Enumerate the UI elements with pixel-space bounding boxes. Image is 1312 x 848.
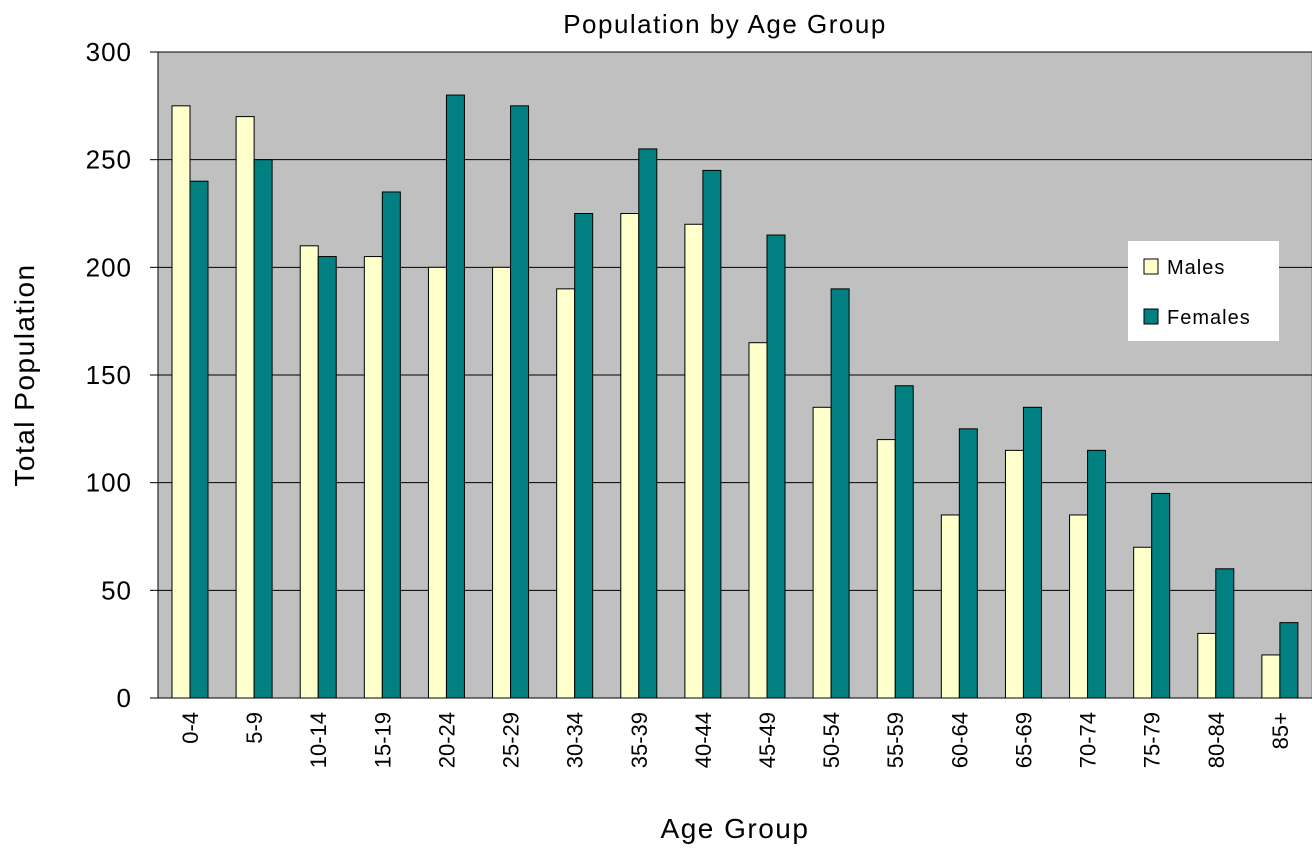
x-axis-title: Age Group	[661, 813, 810, 844]
x-tick-label-25-29: 25-29	[499, 712, 524, 768]
bar-males-45-49	[749, 343, 767, 698]
bar-females-75-79	[1152, 493, 1170, 698]
x-tick-label-75-79: 75-79	[1140, 712, 1165, 768]
y-tick-label-150: 150	[86, 360, 132, 390]
x-tick-label-80-84: 80-84	[1204, 712, 1229, 768]
bar-males-35-39	[621, 214, 639, 699]
y-tick-label-100: 100	[86, 468, 132, 498]
bar-males-60-64	[941, 515, 959, 698]
x-tick-label-15-19: 15-19	[370, 712, 395, 768]
x-tick-label-70-74: 70-74	[1076, 712, 1101, 768]
bar-females-80-84	[1216, 569, 1234, 698]
legend-label-males: Males	[1167, 257, 1225, 279]
bar-males-65-69	[1005, 450, 1023, 698]
bar-males-20-24	[428, 267, 446, 698]
x-tick-label-5-9: 5-9	[242, 712, 267, 744]
bar-females-5-9	[254, 160, 272, 698]
bar-males-55-59	[877, 440, 895, 698]
bar-females-0-4	[190, 181, 208, 698]
x-tick-labels: 0-4 5-9 10-14 15-19 20-24 25-29 30-34 35-39 40-4…	[178, 712, 1293, 768]
bar-females-85+	[1280, 623, 1298, 698]
bar-females-50-54	[831, 289, 849, 698]
bar-males-75-79	[1134, 547, 1152, 698]
legend-swatch-females	[1144, 309, 1158, 324]
bar-males-70-74	[1070, 515, 1088, 698]
y-tick-label-200: 200	[86, 252, 132, 282]
bar-females-35-39	[639, 149, 657, 698]
bar-males-0-4	[172, 106, 190, 698]
y-tick-label-50: 50	[101, 575, 132, 605]
legend-swatch-males	[1144, 259, 1158, 274]
y-tick-label-0: 0	[117, 683, 132, 713]
x-tick-label-85+: 85+	[1268, 712, 1293, 749]
bar-females-40-44	[703, 170, 721, 698]
x-tick-label-50-54: 50-54	[819, 712, 844, 768]
x-tick-label-40-44: 40-44	[691, 712, 716, 768]
bar-males-15-19	[364, 257, 382, 698]
bar-females-10-14	[318, 257, 336, 698]
legend: Males Females	[1128, 241, 1279, 341]
y-tick-label-300: 300	[86, 37, 132, 67]
bar-males-50-54	[813, 407, 831, 698]
bar-males-30-34	[557, 289, 575, 698]
bar-females-20-24	[446, 95, 464, 698]
bar-females-70-74	[1088, 450, 1106, 698]
chart-title: Population by Age Group	[563, 9, 887, 39]
x-tick-label-45-49: 45-49	[755, 712, 780, 768]
bar-males-85+	[1262, 655, 1280, 698]
legend-label-females: Females	[1167, 307, 1251, 329]
x-tick-label-10-14: 10-14	[306, 712, 331, 768]
x-tick-label-65-69: 65-69	[1011, 712, 1036, 768]
y-tick-labels: 0 50 100 150 200 250 300	[86, 37, 132, 713]
x-tick-label-30-34: 30-34	[563, 712, 588, 768]
bar-females-30-34	[575, 214, 593, 699]
y-axis-title: Total Population	[9, 263, 40, 486]
bar-females-55-59	[895, 386, 913, 698]
bar-females-65-69	[1023, 407, 1041, 698]
x-tick-label-20-24: 20-24	[434, 712, 459, 768]
x-tick-label-0-4: 0-4	[178, 712, 203, 744]
bar-females-25-29	[511, 106, 529, 698]
bar-females-15-19	[382, 192, 400, 698]
bar-males-80-84	[1198, 633, 1216, 698]
x-tick-label-35-39: 35-39	[627, 712, 652, 768]
x-tick-label-55-59: 55-59	[883, 712, 908, 768]
y-tick-label-250: 250	[86, 145, 132, 175]
bar-females-60-64	[959, 429, 977, 698]
x-tick-label-60-64: 60-64	[947, 712, 972, 768]
bar-females-45-49	[767, 235, 785, 698]
bar-males-40-44	[685, 224, 703, 698]
bar-males-5-9	[236, 117, 254, 698]
bar-males-10-14	[300, 246, 318, 698]
bar-males-25-29	[493, 267, 511, 698]
